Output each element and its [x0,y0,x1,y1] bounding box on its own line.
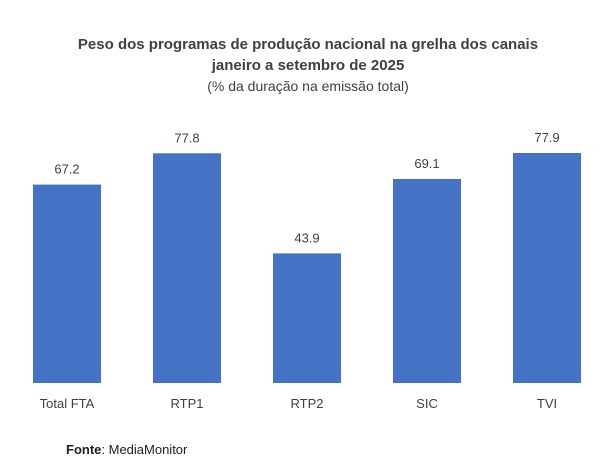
data-label-rtp1: 77.8 [174,130,199,145]
bar-rtp1 [153,153,221,383]
source-text: : MediaMonitor [101,442,188,457]
chart-subtitle: (% da duração na emissão total) [207,78,409,94]
bar-rtp2 [273,253,341,383]
chart-title-line-2: janeiro a setembro de 2025 [211,57,405,74]
source-note: Fonte: MediaMonitor [66,442,187,457]
x-tick-label-total-fta: Total FTA [40,396,95,411]
x-tick-label-sic: SIC [416,396,438,411]
chart-title-block: Peso dos programas de produção nacional … [0,34,616,96]
bar-tvi [513,153,581,383]
x-tick-label-tvi: TVI [537,396,557,411]
chart-title-line-1: Peso dos programas de produção nacional … [77,36,539,53]
data-label-rtp2: 43.9 [294,230,319,245]
x-tick-label-rtp1: RTP1 [171,396,204,411]
data-label-sic: 69.1 [414,156,439,171]
x-tick-label-rtp2: RTP2 [291,396,324,411]
data-label-tvi: 77.9 [534,130,559,145]
bar-sic [393,179,461,383]
source-label: Fonte [66,442,102,457]
data-label-total-fta: 67.2 [54,162,79,177]
bar-total-fta [33,184,101,383]
